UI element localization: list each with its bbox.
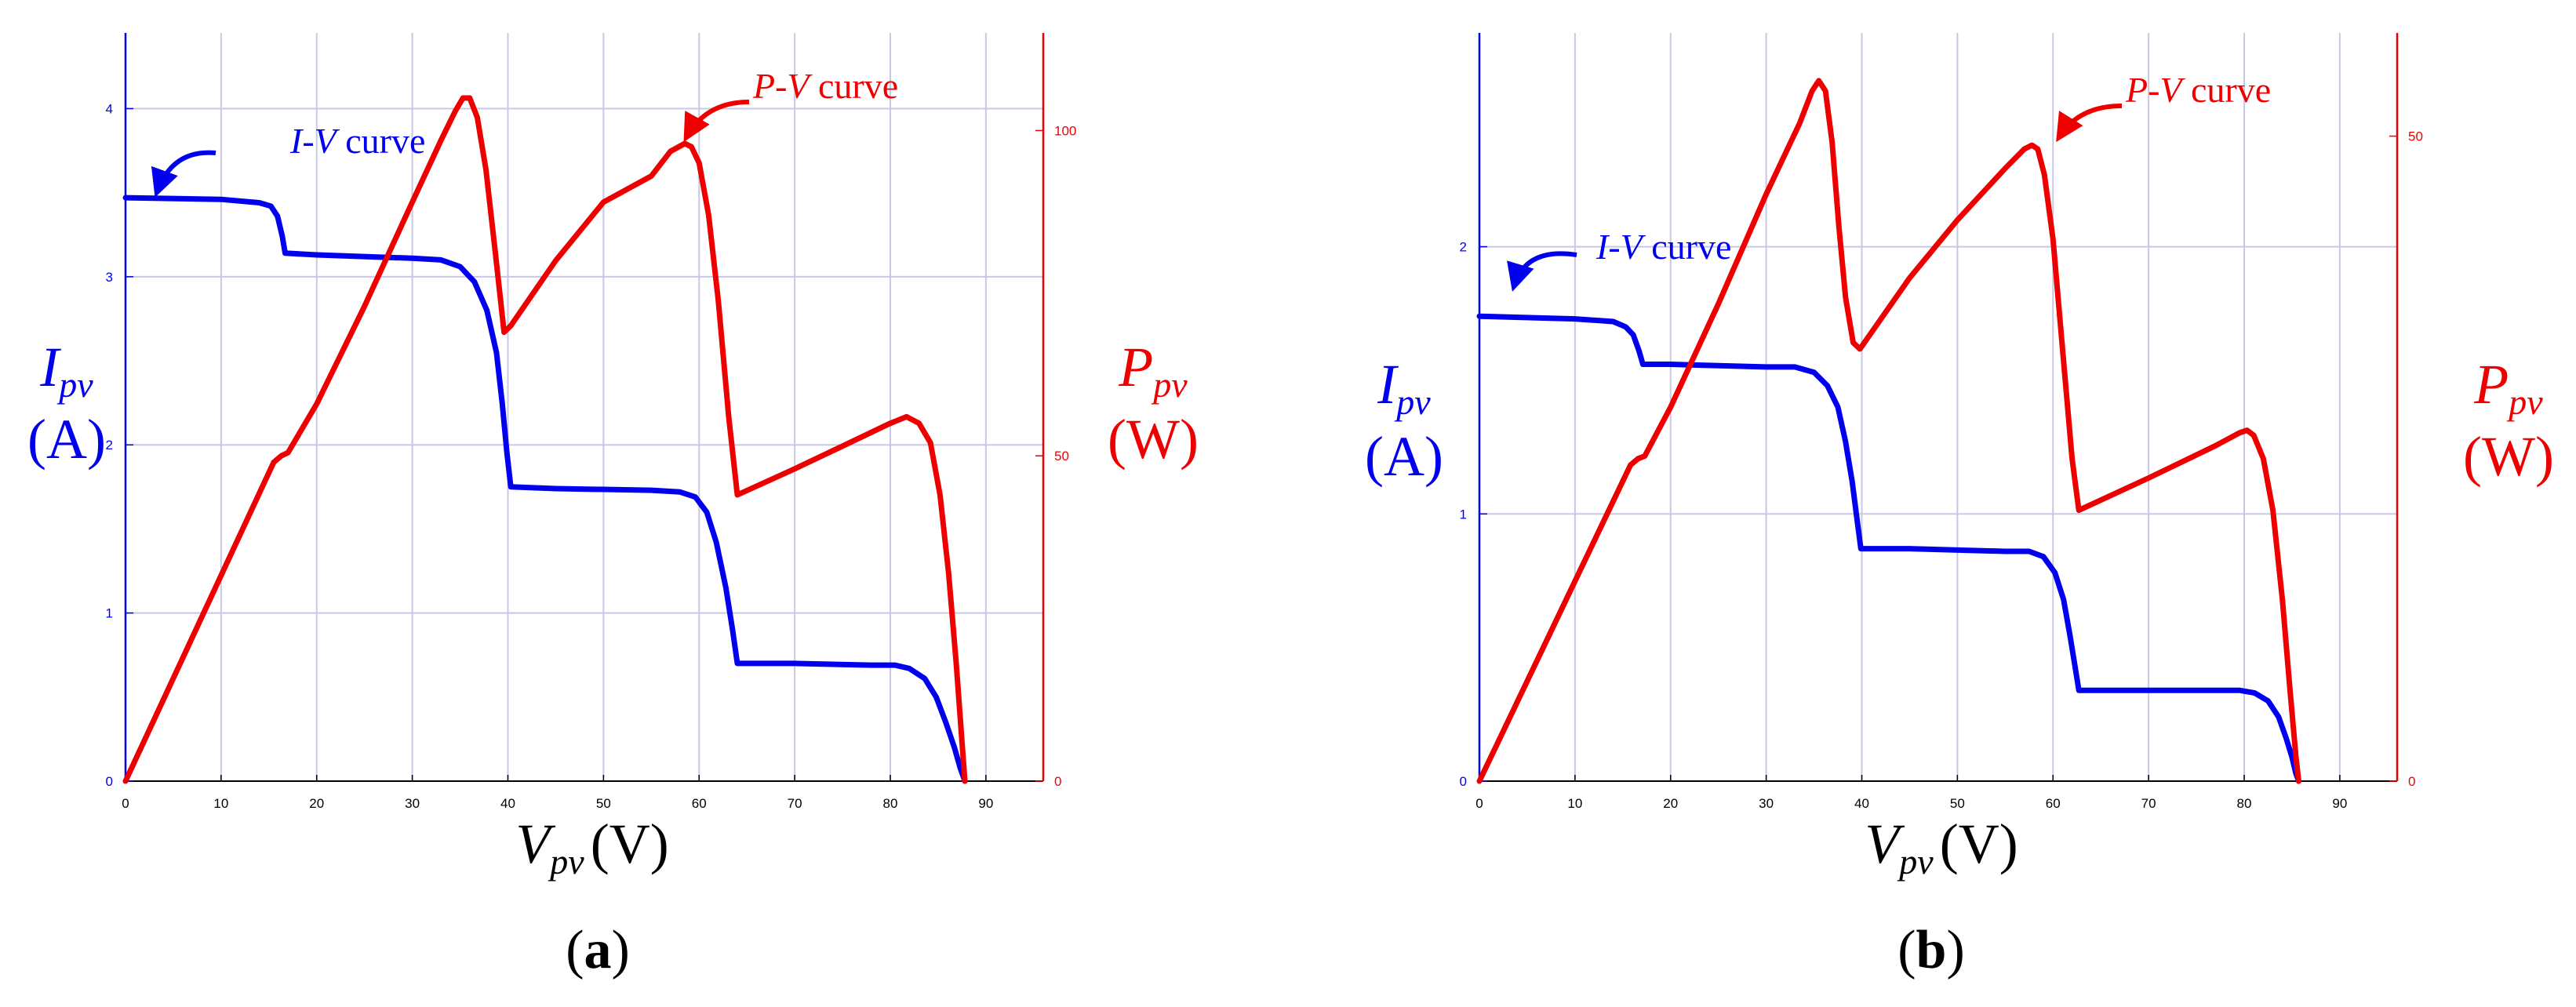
x-axis-label-subscript: pv bbox=[548, 842, 584, 882]
right-y-tick-label: 50 bbox=[1054, 449, 1069, 464]
x-tick-label: 10 bbox=[1567, 796, 1582, 811]
x-tick-label: 90 bbox=[2332, 796, 2347, 811]
iv-curve-line bbox=[1476, 313, 2301, 784]
x-tick-label: 80 bbox=[2237, 796, 2252, 811]
right-y-axis-label-unit: (W) bbox=[1108, 408, 1199, 471]
pv-curve-annotation-arrow bbox=[2056, 104, 2123, 143]
iv-curve-annotation: I-V curve bbox=[1595, 227, 1731, 267]
left-y-tick-label: 4 bbox=[106, 101, 113, 116]
left-y-axis-label-unit: (A) bbox=[27, 408, 106, 471]
x-tick-label: 70 bbox=[788, 796, 802, 811]
left-y-tick-label: 0 bbox=[106, 774, 113, 789]
pv-curve-annotation: P-V curve bbox=[2125, 70, 2271, 110]
pv-curve-annotation-text: curve bbox=[810, 66, 899, 106]
right-y-axis-label-variable: Ppv bbox=[2473, 353, 2543, 422]
pv-curve-annotation-text: curve bbox=[2182, 70, 2272, 110]
x-tick-label: 60 bbox=[692, 796, 707, 811]
right-y-axis-label-subscript: pv bbox=[1151, 365, 1188, 405]
x-tick-label: 60 bbox=[2046, 796, 2061, 811]
x-tick-label: 40 bbox=[500, 796, 515, 811]
grid bbox=[1479, 33, 2397, 781]
x-axis-label-unit: (V) bbox=[591, 813, 669, 875]
panel-label: (a) bbox=[566, 920, 630, 980]
pv-curve-annotation-arrow bbox=[683, 100, 750, 143]
left-y-axis-label-subscript: pv bbox=[56, 365, 93, 405]
x-tick-label: 90 bbox=[978, 796, 993, 811]
iv-curve-annotation-arrow bbox=[151, 150, 216, 198]
right-y-axis-label-variable: Ppv bbox=[1118, 336, 1188, 405]
right-y-axis-label-unit: (W) bbox=[2463, 425, 2554, 488]
x-axis-label: Vpv (V) bbox=[515, 813, 668, 882]
right-y-tick-label: 100 bbox=[1054, 123, 1076, 138]
panel-label-close-paren: ) bbox=[612, 920, 630, 980]
x-tick-label: 20 bbox=[1663, 796, 1678, 811]
left-y-tick-label: 2 bbox=[106, 438, 113, 453]
x-tick-label: 0 bbox=[122, 796, 129, 811]
x-tick-label: 50 bbox=[596, 796, 611, 811]
x-tick-label: 10 bbox=[213, 796, 228, 811]
iv-curve-annotation: I-V curve bbox=[289, 121, 425, 161]
left-y-tick-label: 0 bbox=[1460, 774, 1467, 789]
iv-curve-annotation-symbol: I-V bbox=[289, 121, 340, 161]
x-tick-label: 30 bbox=[405, 796, 420, 811]
x-axis-label-unit: (V) bbox=[1940, 813, 2018, 875]
pv-curve-annotation-symbol: P-V bbox=[2125, 70, 2185, 110]
x-axis-label-symbol: V bbox=[515, 813, 555, 875]
right-y-axis-label-symbol: P bbox=[2473, 353, 2509, 416]
x-tick-label: 50 bbox=[1950, 796, 1965, 811]
panel-label-open-paren: ( bbox=[566, 920, 584, 980]
left-y-tick-label: 2 bbox=[1460, 240, 1467, 255]
right-y-tick-label: 0 bbox=[2408, 774, 2415, 789]
x-tick-label: 30 bbox=[1759, 796, 1774, 811]
left-y-tick-label: 3 bbox=[106, 270, 113, 285]
left-y-tick-label: 1 bbox=[106, 606, 113, 621]
iv-curve-annotation-symbol: I-V bbox=[1595, 227, 1646, 267]
pv-curve-line bbox=[1476, 78, 2301, 784]
x-tick-label: 20 bbox=[309, 796, 324, 811]
right-y-tick-label: 0 bbox=[1054, 774, 1061, 789]
left-y-axis-label-subscript: pv bbox=[1394, 382, 1431, 422]
panel-label-open-paren: ( bbox=[1897, 920, 1916, 980]
panel-label-letter: a bbox=[584, 920, 612, 980]
pv-curve-line bbox=[122, 95, 968, 784]
panel-label-letter: b bbox=[1916, 920, 1947, 980]
pv-curve-annotation: P-V curve bbox=[752, 66, 898, 106]
left-y-axis-label-symbol: I bbox=[39, 336, 61, 398]
pv-curve-annotation-symbol: P-V bbox=[752, 66, 813, 106]
panel-label: (b) bbox=[1897, 920, 1965, 980]
left-y-axis-label-variable: Ipv bbox=[39, 336, 93, 405]
left-y-axis-label-unit: (A) bbox=[1365, 425, 1443, 488]
x-axis-label: Vpv (V) bbox=[1865, 813, 2018, 882]
iv-curve-annotation-text: curve bbox=[337, 121, 426, 161]
left-y-axis-label-symbol: I bbox=[1377, 353, 1399, 416]
x-axis-label-subscript: pv bbox=[1897, 842, 1934, 882]
x-tick-label: 0 bbox=[1475, 796, 1483, 811]
right-y-axis-label-symbol: P bbox=[1118, 336, 1153, 398]
right-y-axis-label-subscript: pv bbox=[2506, 382, 2543, 422]
iv-curve-annotation-arrow bbox=[1507, 251, 1577, 292]
panel-label-close-paren: ) bbox=[1946, 920, 1964, 980]
left-y-tick-label: 1 bbox=[1460, 507, 1467, 522]
x-tick-label: 40 bbox=[1854, 796, 1869, 811]
iv-curve-line bbox=[122, 194, 968, 784]
x-axis-label-symbol: V bbox=[1865, 813, 1905, 875]
iv-curve-annotation-text: curve bbox=[1643, 227, 1732, 267]
right-y-tick-label: 50 bbox=[2408, 129, 2423, 144]
left-y-axis-label-variable: Ipv bbox=[1377, 353, 1431, 422]
x-tick-label: 70 bbox=[2141, 796, 2156, 811]
x-tick-label: 80 bbox=[883, 796, 898, 811]
